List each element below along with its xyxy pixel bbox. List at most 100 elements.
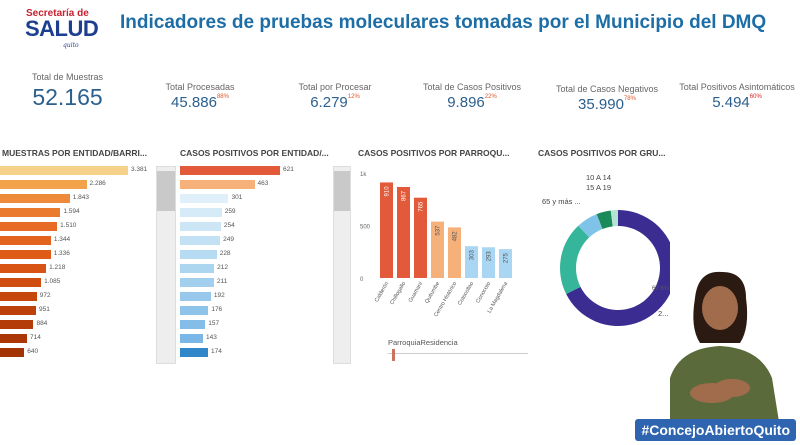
kpi-label: Total por Procesar [298, 82, 372, 92]
bar[interactable] [180, 180, 255, 189]
bar[interactable] [414, 197, 427, 278]
bar[interactable] [180, 292, 211, 301]
bar-value-label: 640 [27, 348, 39, 355]
donut-slice-label: 65 y más ... [542, 197, 581, 206]
bar[interactable] [482, 247, 495, 278]
kpi-label: Total de Muestras [31, 72, 104, 82]
bar[interactable] [0, 334, 28, 343]
logo-line2: SALUD [25, 16, 99, 41]
kpi-label: Total Procesadas [165, 82, 235, 92]
kpi-percent: 12% [347, 94, 360, 100]
bar-value-label: 293 [487, 251, 493, 262]
donut-slice-label: 15 A 19 [586, 183, 611, 192]
kpi-percent: 78% [623, 96, 636, 102]
bar[interactable] [180, 250, 217, 259]
muestras-scrollbar[interactable] [156, 166, 176, 364]
bar-value-label: 1.344 [53, 236, 71, 243]
bar-value-label: 143 [206, 334, 217, 341]
panel-title-parroquia: CASOS POSITIVOS POR PARROQU... [358, 148, 510, 158]
casos-entidad-scrollbar[interactable] [333, 166, 351, 364]
x-scroll-track[interactable] [388, 353, 528, 354]
bar-value-label: 1.336 [53, 250, 70, 257]
bar[interactable] [180, 222, 221, 231]
bar-value-label: 228 [219, 250, 231, 257]
kpi-total-por-procesar: Total por Procesar 6.27912% [285, 82, 385, 111]
bar[interactable] [0, 264, 47, 273]
donut-slice[interactable] [578, 214, 603, 238]
bar-value-label: 254 [223, 222, 235, 229]
bar[interactable] [180, 208, 222, 217]
bar-value-label: 867 [402, 190, 408, 201]
donut-slice[interactable] [610, 210, 618, 227]
bar[interactable] [0, 348, 25, 357]
kpi-value: 45.886 [171, 94, 217, 111]
bar-value-label: 1.218 [49, 264, 66, 271]
bar[interactable] [180, 348, 209, 357]
kpi-total-positivos: Total de Casos Positivos 9.89622% [413, 82, 531, 111]
bar[interactable] [180, 320, 206, 329]
bar-value-label: 259 [224, 208, 236, 215]
panel-title-grupo: CASOS POSITIVOS POR GRU... [538, 148, 666, 158]
y-tick-label: 0 [360, 277, 364, 283]
bar[interactable] [0, 306, 36, 315]
scroll-thumb[interactable] [157, 171, 175, 211]
donut-slice[interactable] [560, 225, 590, 295]
bar[interactable] [180, 166, 280, 175]
bar-value-label: 1.085 [44, 278, 61, 285]
page-title: Indicadores de pruebas moleculares tomad… [120, 12, 767, 33]
category-label: Calderón [374, 281, 390, 303]
bar[interactable] [0, 208, 61, 217]
bar-value-label: 910 [385, 186, 391, 197]
bar[interactable] [0, 236, 51, 245]
bar[interactable] [0, 222, 58, 231]
kpi-positivos-asintomaticos: Total Positivos Asintomáticos 5.49460% [676, 82, 798, 111]
bar[interactable] [465, 246, 478, 278]
bar[interactable] [431, 221, 444, 278]
bar[interactable] [180, 264, 215, 273]
bar[interactable] [0, 180, 87, 189]
secretaria-salud-logo: Secretaría de SALUD quito [8, 6, 104, 50]
kpi-percent: 60% [749, 94, 762, 100]
bar[interactable] [0, 320, 34, 329]
x-scroll-thumb[interactable] [392, 349, 395, 361]
scroll-thumb[interactable] [334, 171, 350, 211]
bar-value-label: 884 [36, 320, 48, 327]
y-tick-label: 1k [360, 172, 367, 178]
bar-value-label: 192 [213, 292, 225, 299]
bar-value-label: 275 [504, 252, 510, 263]
donut-percent-label: 67.6% [652, 286, 670, 292]
logo-line1: Secretaría de [26, 8, 89, 19]
bar[interactable] [180, 194, 229, 203]
bar-value-label: 463 [257, 180, 269, 187]
bar[interactable] [180, 306, 209, 315]
bar[interactable] [380, 182, 393, 278]
bar[interactable] [0, 166, 128, 175]
panel-title-casos-entidad: CASOS POSITIVOS POR ENTIDAD/... [180, 148, 329, 158]
bar-value-label: 212 [217, 264, 228, 271]
kpi-total-muestras: Total de Muestras 52.165 [20, 72, 115, 111]
bar[interactable] [180, 334, 204, 343]
bar[interactable] [0, 194, 70, 203]
bar-value-label: 249 [223, 236, 234, 243]
category-label: Cotocollao [457, 281, 475, 307]
hashtag-banner: #ConcejoAbiertoQuito [635, 419, 796, 441]
bar[interactable] [499, 249, 512, 278]
bar[interactable] [0, 292, 37, 301]
bar[interactable] [180, 236, 221, 245]
kpi-percent: 88% [216, 94, 229, 100]
x-axis-title: ParroquiaResidencia [388, 338, 458, 347]
kpi-label: Total Positivos Asintomáticos [679, 82, 795, 92]
donut-slice[interactable] [596, 210, 613, 229]
kpi-value: 9.896 [447, 94, 485, 111]
bar-value-label: 972 [39, 292, 51, 299]
bar[interactable] [0, 278, 42, 287]
bar[interactable] [180, 278, 214, 287]
bar-value-label: 174 [211, 348, 222, 355]
kpi-total-negativos: Total de Casos Negativos 35.99078% [548, 84, 666, 113]
category-label: Quitumbe [424, 281, 441, 305]
bar[interactable] [0, 250, 51, 259]
bar-value-label: 714 [30, 334, 41, 341]
category-label: Guamaní [408, 281, 425, 304]
bar[interactable] [397, 186, 410, 278]
bar[interactable] [448, 227, 461, 278]
